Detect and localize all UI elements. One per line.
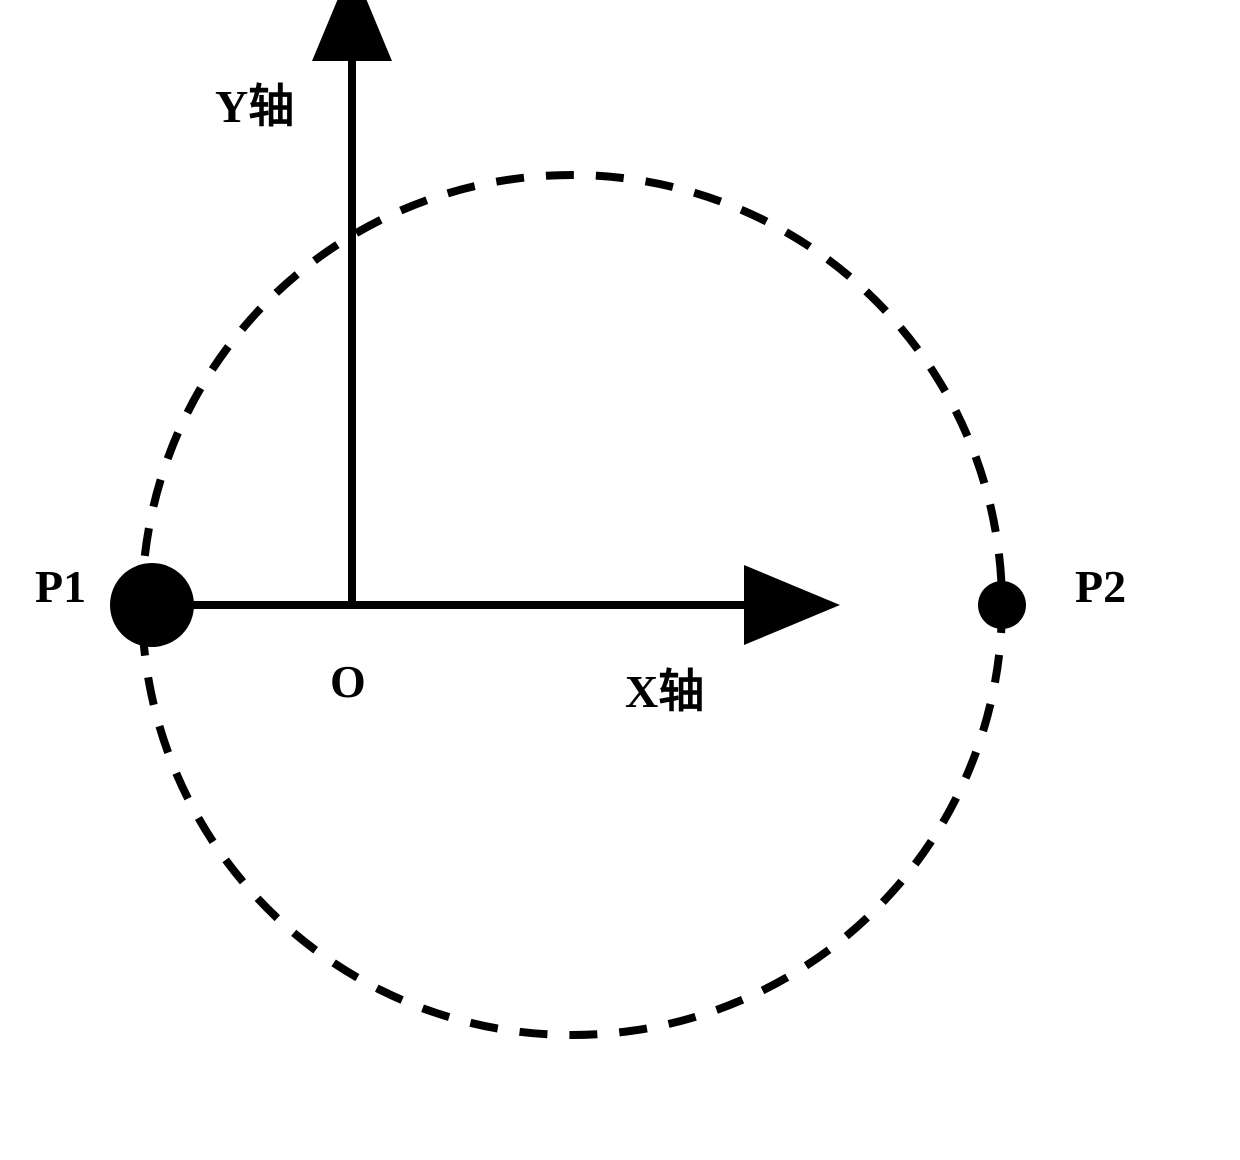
x-axis-label: X轴 [625,655,704,721]
coordinate-diagram [0,0,1240,1160]
point-p2 [978,581,1026,629]
p1-label: P1 [35,560,86,613]
y-axis-label: Y轴 [215,70,294,136]
point-p1 [110,563,194,647]
origin-label: O [330,655,366,708]
p2-label: P2 [1075,560,1126,613]
